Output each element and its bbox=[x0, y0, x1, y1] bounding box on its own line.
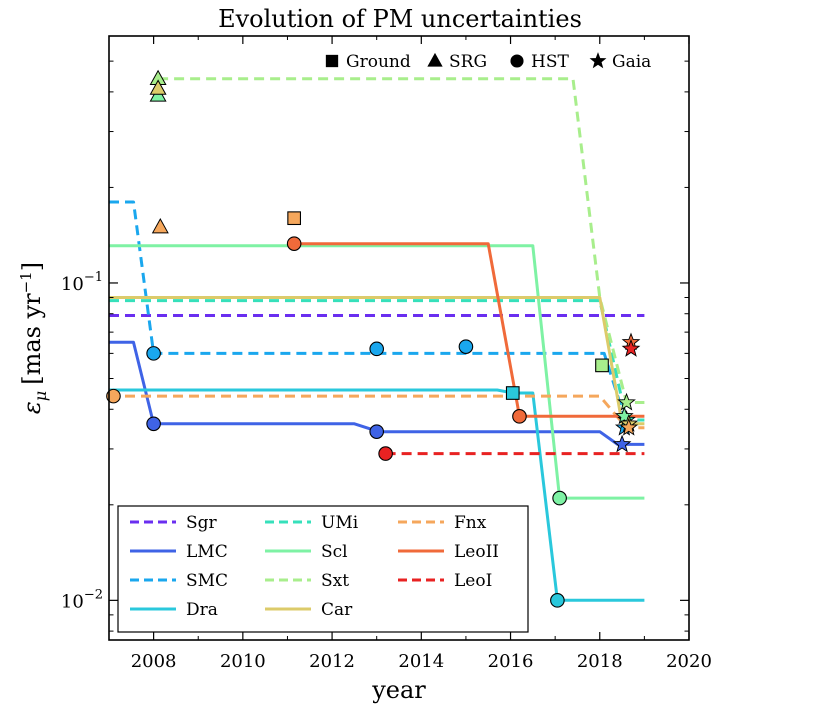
legend-label-smc: SMC bbox=[186, 571, 228, 591]
data-point-fnx-triangle bbox=[151, 218, 169, 234]
y-tick-label: 10−1 bbox=[61, 270, 103, 295]
marker-key-label: Ground bbox=[346, 52, 411, 72]
series-line-fnx bbox=[109, 394, 645, 430]
x-tick-label: 2012 bbox=[309, 651, 355, 672]
y-axis-label: εμ[mas yr−1] bbox=[17, 262, 50, 414]
x-tick-label: 2020 bbox=[666, 651, 712, 672]
legend-label-dra: Dra bbox=[186, 600, 218, 620]
x-tick-label: 2014 bbox=[398, 651, 444, 672]
legend-label-sgr: Sgr bbox=[186, 513, 218, 533]
data-point-car-triangle bbox=[149, 79, 167, 95]
data-point-lmc-circle bbox=[146, 416, 161, 432]
data-point-sxt-square bbox=[595, 358, 609, 373]
legend-label-sxt: Sxt bbox=[321, 571, 349, 591]
data-point-lmc-star bbox=[612, 434, 632, 453]
data-point-scl-star bbox=[614, 406, 634, 425]
legend-label-scl: Scl bbox=[321, 542, 348, 562]
data-point-dra-square bbox=[505, 386, 520, 400]
series-line-dra bbox=[109, 388, 645, 602]
legend-label-lmc: LMC bbox=[186, 542, 228, 562]
legend-label-leoi: LeoI bbox=[454, 571, 492, 591]
legend-box bbox=[117, 505, 529, 633]
data-point-fnx-square bbox=[287, 211, 302, 226]
y-tick-label: 10−2 bbox=[61, 587, 103, 612]
marker-key-label: Gaia bbox=[612, 52, 651, 72]
marker-key-square-icon bbox=[325, 54, 339, 68]
data-point-leoii-circle bbox=[512, 409, 527, 424]
data-point-leoi-star bbox=[621, 339, 641, 357]
marker-key-triangle-icon bbox=[427, 52, 443, 67]
x-axis-label: year bbox=[371, 676, 426, 704]
legend-label-leoii: LeoII bbox=[454, 542, 499, 562]
x-tick-label: 2010 bbox=[220, 651, 266, 672]
data-point-leoii-circle bbox=[286, 236, 302, 251]
series-line-leoii bbox=[296, 242, 645, 418]
marker-key-label: HST bbox=[531, 52, 569, 72]
legend-label-umi: UMi bbox=[321, 513, 359, 533]
data-point-fnx-circle bbox=[106, 388, 121, 404]
x-tick-label: 2008 bbox=[131, 651, 177, 672]
legend-label-fnx: Fnx bbox=[454, 513, 487, 533]
marker-key-star-icon bbox=[589, 52, 607, 69]
data-point-smc-circle bbox=[146, 346, 161, 361]
data-point-dra-circle bbox=[550, 593, 565, 608]
legend-label-car: Car bbox=[321, 600, 353, 620]
marker-key-label: SRG bbox=[449, 52, 487, 72]
data-point-sxt-star bbox=[617, 392, 636, 411]
data-point-scl-circle bbox=[552, 490, 567, 506]
x-tick-label: 2018 bbox=[577, 651, 623, 672]
plot-frame bbox=[108, 35, 690, 641]
series-line-sxt bbox=[158, 77, 645, 404]
data-point-leoi-circle bbox=[378, 446, 393, 461]
series-line-scl bbox=[109, 244, 645, 500]
chart-title: Evolution of PM uncertainties bbox=[218, 5, 582, 33]
series-line-umi bbox=[109, 299, 645, 422]
data-point-smc-circle bbox=[458, 339, 474, 354]
x-tick-label: 2016 bbox=[488, 651, 534, 672]
data-point-fnx-star bbox=[619, 417, 639, 436]
data-point-lmc-circle bbox=[369, 424, 384, 439]
marker-key-circle-icon bbox=[510, 54, 524, 68]
data-point-smc-circle bbox=[369, 341, 384, 357]
